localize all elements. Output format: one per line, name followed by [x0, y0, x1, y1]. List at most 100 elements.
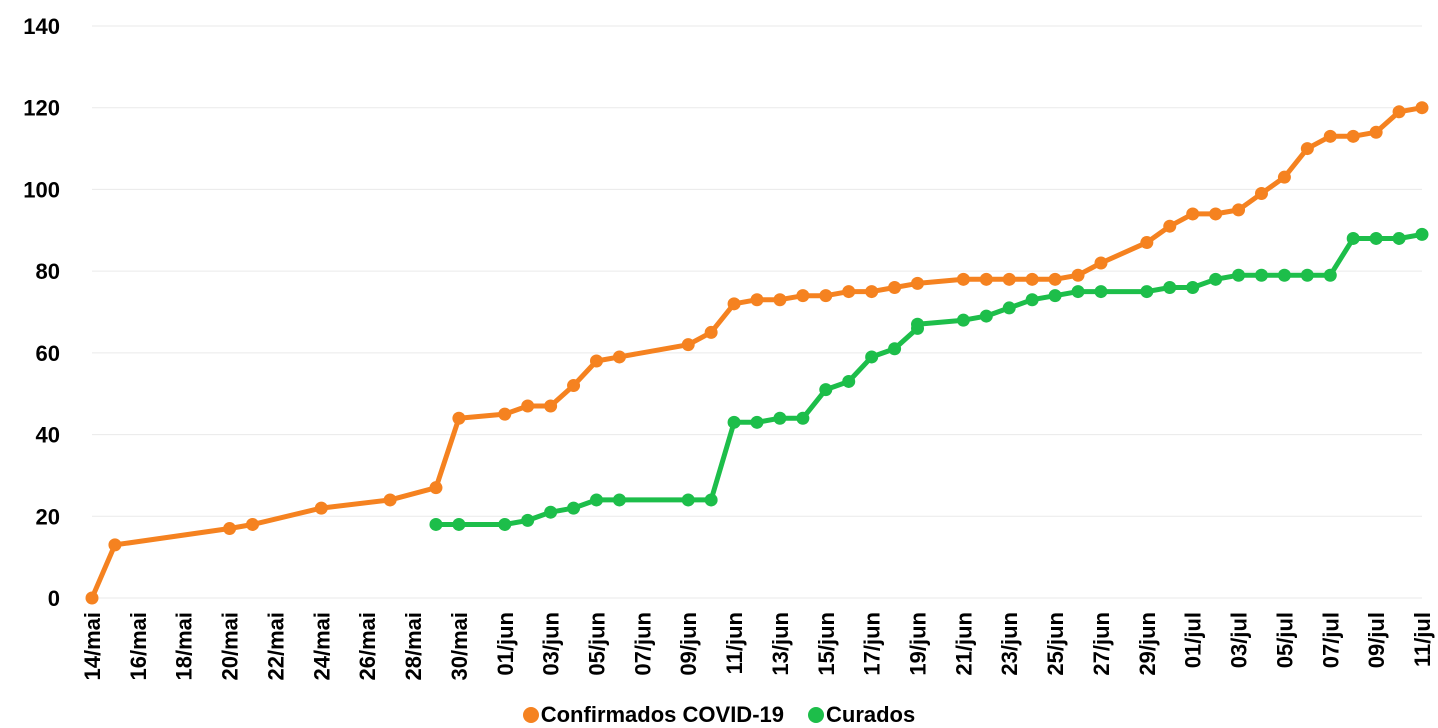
y-tick-label: 140	[23, 14, 60, 39]
x-tick-label: 30/mai	[447, 612, 472, 681]
x-tick-label: 18/mai	[172, 612, 197, 681]
x-tick-label: 16/mai	[126, 612, 151, 681]
data-point	[704, 493, 718, 507]
data-point	[1232, 268, 1246, 282]
legend-label-curados: Curados	[826, 702, 916, 727]
data-point	[888, 280, 902, 294]
data-point	[1346, 231, 1360, 245]
data-point	[1094, 256, 1108, 270]
x-tick-label: 23/jun	[997, 612, 1022, 676]
x-tick-label: 09/jul	[1364, 612, 1389, 668]
legend-marker-confirmados	[522, 707, 539, 723]
y-tick-label: 40	[36, 423, 60, 448]
data-point	[1346, 129, 1360, 143]
data-point	[865, 350, 879, 364]
data-point	[979, 309, 993, 323]
x-tick-label: 21/jun	[951, 612, 976, 676]
data-point	[888, 342, 902, 356]
data-point	[1369, 231, 1383, 245]
data-point	[1369, 125, 1383, 139]
x-tick-label: 24/mai	[309, 612, 334, 681]
data-point	[681, 493, 695, 507]
x-tick-label: 09/jun	[676, 612, 701, 676]
x-tick-label: 29/jun	[1135, 612, 1160, 676]
legend-label-confirmados: Confirmados COVID-19	[540, 702, 784, 727]
data-point	[1254, 187, 1268, 201]
data-point	[1209, 272, 1223, 286]
data-point	[1094, 285, 1108, 299]
x-tick-label: 11/jul	[1410, 612, 1435, 667]
x-tick-label: 19/jun	[906, 612, 931, 676]
data-point	[544, 399, 558, 413]
data-point	[1025, 293, 1039, 307]
data-point	[773, 411, 787, 425]
data-point	[956, 313, 970, 327]
legend: Confirmados COVID-19 Curados	[0, 702, 1438, 728]
data-point	[1392, 105, 1406, 119]
data-point	[819, 383, 833, 397]
data-point	[1048, 272, 1062, 286]
series-line-1	[433, 231, 1425, 527]
data-point	[1163, 219, 1177, 233]
data-point	[314, 501, 328, 515]
x-tick-label: 07/jun	[630, 612, 655, 676]
y-tick-label: 20	[36, 504, 60, 529]
data-point	[1071, 285, 1085, 299]
data-point	[1186, 207, 1200, 221]
x-tick-label: 11/jun	[722, 612, 747, 674]
data-point	[1048, 289, 1062, 303]
x-tick-label: 07/jul	[1318, 612, 1343, 668]
data-point	[589, 493, 603, 507]
x-tick-label: 20/mai	[218, 612, 243, 681]
data-point	[1209, 207, 1223, 221]
data-point	[819, 289, 833, 303]
x-tick-label: 17/jun	[860, 612, 885, 676]
data-point	[911, 276, 925, 290]
data-point	[727, 297, 741, 311]
data-point	[681, 338, 695, 352]
data-point	[1002, 272, 1016, 286]
data-point	[796, 289, 810, 303]
data-point	[429, 481, 443, 495]
data-point	[1002, 301, 1016, 315]
x-tick-label: 05/jun	[584, 612, 609, 676]
y-tick-label: 100	[23, 177, 60, 202]
data-point	[956, 272, 970, 286]
legend-marker-curados	[808, 707, 824, 723]
x-tick-label: 26/mai	[355, 612, 380, 681]
x-tick-label: 03/jun	[539, 612, 564, 676]
data-point	[911, 317, 925, 331]
data-point	[1277, 268, 1291, 282]
data-point	[452, 411, 466, 425]
x-tick-label: 28/mai	[401, 612, 426, 681]
data-point	[1277, 170, 1291, 184]
x-tick-label: 14/mai	[80, 612, 105, 681]
x-tick-label: 01/jun	[493, 612, 518, 676]
data-point	[1025, 272, 1039, 286]
data-point	[521, 513, 535, 527]
data-point	[750, 293, 764, 307]
x-tick-label: 27/jun	[1089, 612, 1114, 676]
x-tick-label: 05/jul	[1272, 612, 1297, 668]
data-point	[842, 285, 856, 299]
data-point	[727, 415, 741, 429]
data-point	[383, 493, 397, 507]
data-point	[1163, 280, 1177, 294]
data-point	[1254, 268, 1268, 282]
data-point	[1415, 227, 1429, 241]
y-tick-label: 60	[36, 341, 60, 366]
data-point	[612, 350, 626, 364]
data-point	[979, 272, 993, 286]
line-chart: 0 20 40 60 80 100 120 140 14/mai 16/mai 18/mai 20/m…	[23, 14, 1435, 681]
data-point	[498, 407, 512, 421]
data-point	[1323, 129, 1337, 143]
data-point	[108, 538, 122, 552]
legend-item-curados: Curados	[808, 702, 915, 728]
data-point	[704, 325, 718, 339]
data-point	[1186, 280, 1200, 294]
data-point	[589, 354, 603, 368]
x-tick-label: 03/jul	[1227, 612, 1252, 668]
data-point	[567, 379, 581, 393]
x-tick-label: 15/jun	[814, 612, 839, 676]
